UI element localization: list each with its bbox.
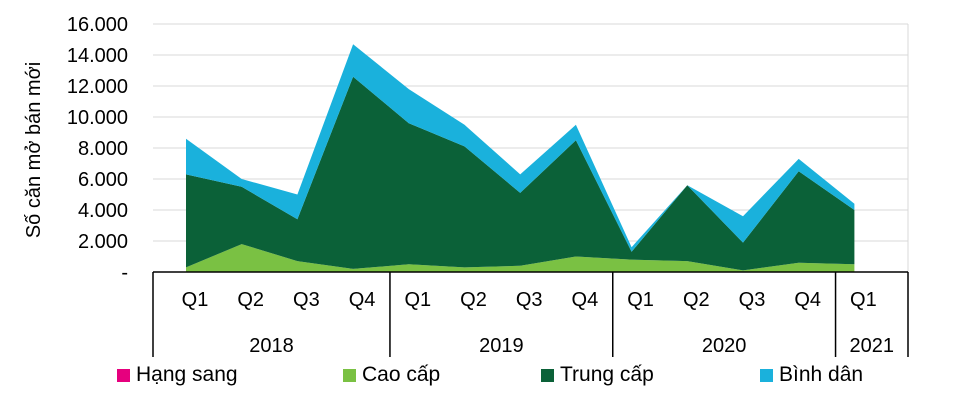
x-tick-label: Q2 xyxy=(460,289,487,311)
x-group-label: 2020 xyxy=(702,335,747,357)
legend-swatch-trung-cap xyxy=(541,368,554,382)
x-tick-label: Q2 xyxy=(237,289,264,311)
legend: Hạng sang Cao cấp Trung cấp Bình dân xyxy=(0,363,960,393)
x-tick-label: Q1 xyxy=(404,289,431,311)
x-tick-label: Q1 xyxy=(627,289,654,311)
x-group-label: 2021 xyxy=(850,335,895,357)
legend-item-hang-sang: Hạng sang xyxy=(117,363,238,387)
legend-item-cao-cap: Cao cấp xyxy=(343,363,440,387)
x-tick-label: Q4 xyxy=(349,289,376,311)
area-series xyxy=(186,44,855,272)
x-tick-label: Q1 xyxy=(850,289,877,311)
y-tick-label: 12.000 xyxy=(67,76,128,98)
legend-swatch-binh-dan xyxy=(760,368,773,382)
legend-item-binh-dan: Bình dân xyxy=(760,363,863,387)
y-tick-label: 6.000 xyxy=(78,169,128,191)
x-axis: Q1 Q2 Q3 Q4 Q1 Q2 Q3 Q4 Q1 Q2 Q3 Q4 Q1 2018 2019 2020 20… xyxy=(152,271,909,357)
x-tick-label: Q3 xyxy=(739,289,766,311)
area-trung-cap xyxy=(186,76,855,271)
legend-label: Hạng sang xyxy=(136,363,238,386)
y-tick-label: 16.000 xyxy=(67,14,128,36)
y-tick-label: 2.000 xyxy=(78,231,128,253)
y-tick-label: 10.000 xyxy=(67,107,128,129)
y-tick-label: 4.000 xyxy=(78,200,128,222)
x-tick-label: Q1 xyxy=(182,289,209,311)
y-tick-label: 14.000 xyxy=(67,45,128,67)
x-tick-label: Q3 xyxy=(293,289,320,311)
y-tick-label: - xyxy=(121,262,128,284)
y-axis-label: Số căn mở bán mới xyxy=(23,62,45,238)
legend-label: Cao cấp xyxy=(362,363,441,386)
x-tick-label: Q4 xyxy=(794,289,821,311)
x-group-label: 2019 xyxy=(479,335,524,357)
x-tick-label: Q4 xyxy=(572,289,599,311)
x-group-label: 2018 xyxy=(249,335,294,357)
y-tick-label: 8.000 xyxy=(78,138,128,160)
legend-item-trung-cap: Trung cấp xyxy=(541,363,654,387)
legend-swatch-hang-sang xyxy=(117,368,130,382)
y-axis-ticks: - 2.000 4.000 6.000 8.000 10.000 12.000 14.000 1… xyxy=(67,14,128,284)
area-binh-dan xyxy=(186,44,855,252)
area-cao-cap xyxy=(186,244,855,272)
legend-label: Trung cấp xyxy=(560,363,654,386)
legend-label: Bình dân xyxy=(779,363,864,386)
x-tick-label: Q3 xyxy=(516,289,543,311)
x-tick-label: Q2 xyxy=(683,289,710,311)
legend-swatch-cao-cap xyxy=(343,368,356,382)
